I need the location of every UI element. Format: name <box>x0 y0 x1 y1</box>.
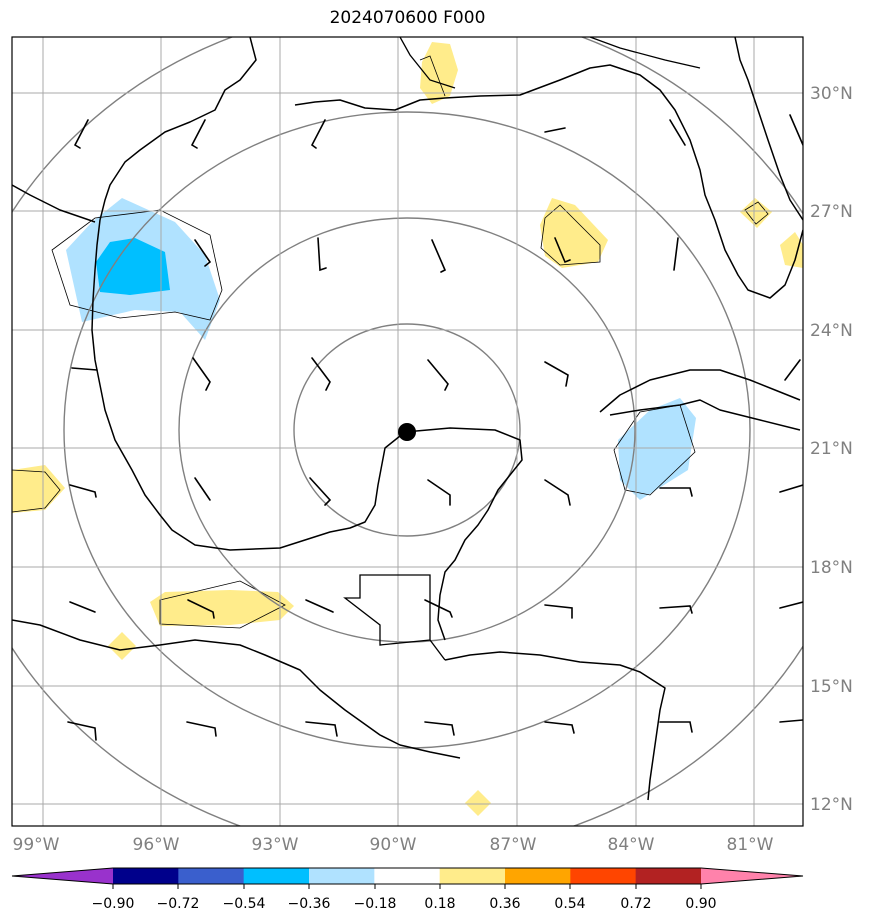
cb-label-6: 0.36 <box>489 896 520 912</box>
positive-anomaly-diamond-1 <box>108 632 136 660</box>
honduras-coast <box>444 651 666 801</box>
colorbar-ticks <box>112 884 702 889</box>
positive-anomaly-west <box>12 465 65 513</box>
lat-label-27n: 27°N <box>810 202 853 222</box>
map-title: 2024070600 F000 <box>329 8 486 28</box>
cb-label-4: −0.18 <box>354 896 397 912</box>
latitude-labels: 30°N 27°N 24°N 21°N 18°N 15°N 12°N <box>810 84 853 815</box>
lon-label-84w: 84°W <box>608 835 655 855</box>
cb-label-7: 0.54 <box>554 896 585 912</box>
cb-label-3: −0.36 <box>288 896 331 912</box>
colorbar-segment <box>243 868 310 884</box>
colorbar-segment <box>570 868 637 884</box>
range-ring-3 <box>63 111 751 749</box>
colorbar-segment <box>505 868 571 884</box>
lat-label-24n: 24°N <box>810 321 853 341</box>
colorbar: −0.90 −0.72 −0.54 −0.36 −0.18 0.18 0.36 … <box>11 867 804 912</box>
north-border <box>12 184 96 223</box>
range-ring-1 <box>293 323 521 537</box>
colorbar-extend-high <box>701 868 803 884</box>
negative-anomaly-cuba <box>618 398 696 500</box>
positive-anomaly-south <box>150 590 294 626</box>
lon-label-99w: 99°W <box>13 835 60 855</box>
cb-label-2: −0.54 <box>223 896 266 912</box>
colorbar-segment <box>113 868 179 884</box>
lat-label-30n: 30°N <box>810 84 853 104</box>
wind-barbs <box>67 114 803 741</box>
colorbar-extend-low <box>12 868 113 884</box>
florida-east-coast <box>734 37 803 221</box>
positive-anomaly-central <box>540 198 608 268</box>
central-america-coast <box>12 619 461 759</box>
map-area <box>12 37 803 826</box>
cb-label-5: 0.18 <box>424 896 455 912</box>
borders <box>343 37 701 661</box>
colorbar-segments <box>12 868 803 884</box>
colorbar-segment <box>309 868 375 884</box>
strong-negative-anomaly-texas <box>96 238 170 295</box>
map-frame <box>11 36 804 827</box>
lon-label-93w: 93°W <box>252 835 299 855</box>
lat-label-12n: 12°N <box>810 795 853 815</box>
cuba-coast <box>599 369 801 413</box>
longitude-labels: 99°W 96°W 93°W 90°W 87°W 84°W 81°W <box>13 835 774 855</box>
lon-label-81w: 81°W <box>727 835 774 855</box>
positive-anomaly-diamond-2 <box>465 790 491 816</box>
north-gulf-coast <box>294 64 803 299</box>
graticule <box>12 37 803 826</box>
lon-label-90w: 90°W <box>370 835 417 855</box>
lat-label-18n: 18°N <box>810 558 853 578</box>
cuba-south-coast <box>609 399 801 431</box>
colorbar-segment <box>374 868 441 884</box>
lon-label-96w: 96°W <box>133 835 180 855</box>
coastlines <box>12 37 803 801</box>
lat-label-15n: 15°N <box>810 677 853 697</box>
storm-center-marker <box>398 423 416 441</box>
gulf-coast <box>91 37 523 641</box>
colorbar-segment <box>439 868 506 884</box>
colorbar-segment <box>178 868 245 884</box>
anomaly-contours <box>12 55 769 629</box>
lat-label-21n: 21°N <box>810 439 853 459</box>
cb-label-0: −0.90 <box>92 896 135 912</box>
positive-anomaly-northgulf <box>420 42 458 104</box>
cb-label-8: 0.72 <box>620 896 651 912</box>
lon-label-87w: 87°W <box>490 835 537 855</box>
colorbar-segment <box>635 868 702 884</box>
cb-label-9: 0.90 <box>685 896 716 912</box>
cb-label-1: −0.72 <box>157 896 200 912</box>
positive-anomaly-florida <box>740 198 772 228</box>
positive-anomaly-florida-east <box>780 232 803 268</box>
anomaly-shading <box>12 42 803 816</box>
